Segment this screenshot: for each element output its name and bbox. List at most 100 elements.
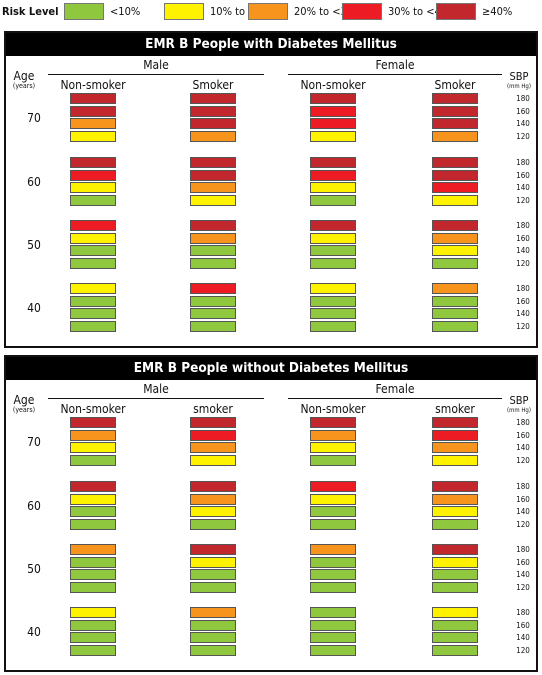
sbp-unit: (mm Hg) [507, 407, 531, 414]
risk-cell [310, 245, 356, 256]
sex-label: Female [375, 382, 415, 396]
risk-cell [310, 518, 356, 530]
risk-cell [70, 157, 116, 168]
risk-cell [190, 295, 236, 307]
risk-cell [432, 518, 478, 530]
risk-cell [190, 169, 236, 181]
risk-cell [70, 506, 116, 517]
legend-swatch [64, 3, 104, 20]
risk-cell [432, 417, 478, 428]
sex-divider [288, 74, 502, 75]
sex-label: Male [143, 58, 169, 72]
sbp-header: SBP (mm Hg) [504, 71, 534, 91]
risk-cell [70, 619, 116, 631]
risk-cell [432, 556, 478, 568]
risk-cell [310, 417, 356, 428]
risk-cell [70, 544, 116, 555]
age-value: 70 [27, 111, 41, 125]
sbp-value: 140 [516, 309, 530, 318]
risk-cell [190, 257, 236, 269]
sex-label: Female [375, 58, 415, 72]
risk-cell [310, 619, 356, 631]
sbp-value: 140 [516, 633, 530, 642]
legend-label: ≥40% [482, 5, 513, 18]
column-header: smoker [435, 402, 475, 416]
risk-cell [432, 607, 478, 618]
risk-cell [432, 118, 478, 129]
risk-cell [310, 194, 356, 206]
legend-item: ≥40% [436, 0, 536, 24]
panel-with-diabetes: EMR B People with Diabetes Mellitus Male F… [4, 31, 538, 348]
risk-cell [190, 220, 236, 231]
sbp-value: 160 [516, 557, 530, 567]
sbp-value: 120 [516, 645, 530, 655]
risk-cell [70, 320, 116, 332]
sbp-value: 180 [516, 221, 530, 230]
risk-cell [310, 581, 356, 593]
risk-cell [310, 308, 356, 319]
risk-cell [70, 429, 116, 441]
sbp-value: 140 [516, 507, 530, 516]
sbp-unit: (mm Hg) [507, 83, 531, 90]
risk-cell [70, 442, 116, 453]
risk-cell [432, 308, 478, 319]
risk-cell [310, 506, 356, 517]
sex-divider [288, 398, 502, 399]
sbp-value: 140 [516, 443, 530, 452]
risk-cell [70, 481, 116, 492]
column-header: Non-smoker [300, 402, 366, 416]
risk-cell [190, 93, 236, 104]
risk-cell [190, 194, 236, 206]
risk-cell [70, 130, 116, 142]
column-header: Non-smoker [300, 78, 366, 92]
risk-cell [190, 569, 236, 580]
risk-cell [432, 295, 478, 307]
risk-cell [70, 454, 116, 466]
risk-cell [432, 93, 478, 104]
legend-title: Risk Level [2, 5, 59, 18]
risk-cell [310, 544, 356, 555]
sbp-value: 120 [516, 519, 530, 529]
risk-legend: Risk Level <10% 10% to <20% 20% to <30% 30%… [0, 0, 542, 26]
panel-without-diabetes: EMR B People without Diabetes Mellitus Ma… [4, 355, 538, 672]
risk-cell [190, 644, 236, 656]
legend-item: 20% to <30% [248, 0, 363, 24]
sbp-value: 180 [516, 158, 530, 167]
risk-cell [70, 169, 116, 181]
risk-cell [70, 632, 116, 643]
sbp-value: 120 [516, 195, 530, 205]
risk-cell [70, 93, 116, 104]
risk-cell [432, 632, 478, 643]
risk-cell [190, 481, 236, 492]
risk-cell [70, 295, 116, 307]
risk-cell [310, 556, 356, 568]
sbp-header: SBP (mm Hg) [504, 395, 534, 415]
risk-cell [70, 417, 116, 428]
sbp-value: 180 [516, 608, 530, 617]
sbp-value: 180 [516, 545, 530, 554]
sex-divider [48, 74, 264, 75]
sbp-value: 180 [516, 482, 530, 491]
risk-cell [432, 232, 478, 244]
column-header: smoker [193, 402, 233, 416]
risk-cell [432, 182, 478, 193]
age-value: 50 [27, 238, 41, 252]
column-header: Non-smoker [60, 78, 126, 92]
risk-cell [70, 518, 116, 530]
sbp-value: 180 [516, 418, 530, 427]
risk-cell [432, 220, 478, 231]
sbp-value: 120 [516, 131, 530, 141]
risk-cell [310, 569, 356, 580]
risk-cell [310, 157, 356, 168]
risk-cell [190, 232, 236, 244]
risk-cell [70, 182, 116, 193]
risk-cell [70, 245, 116, 256]
sbp-value: 140 [516, 246, 530, 255]
legend-swatch [164, 3, 204, 20]
risk-cell [310, 93, 356, 104]
risk-cell [432, 644, 478, 656]
risk-cell [310, 220, 356, 231]
sbp-value: 180 [516, 94, 530, 103]
risk-cell [70, 194, 116, 206]
risk-cell [70, 308, 116, 319]
